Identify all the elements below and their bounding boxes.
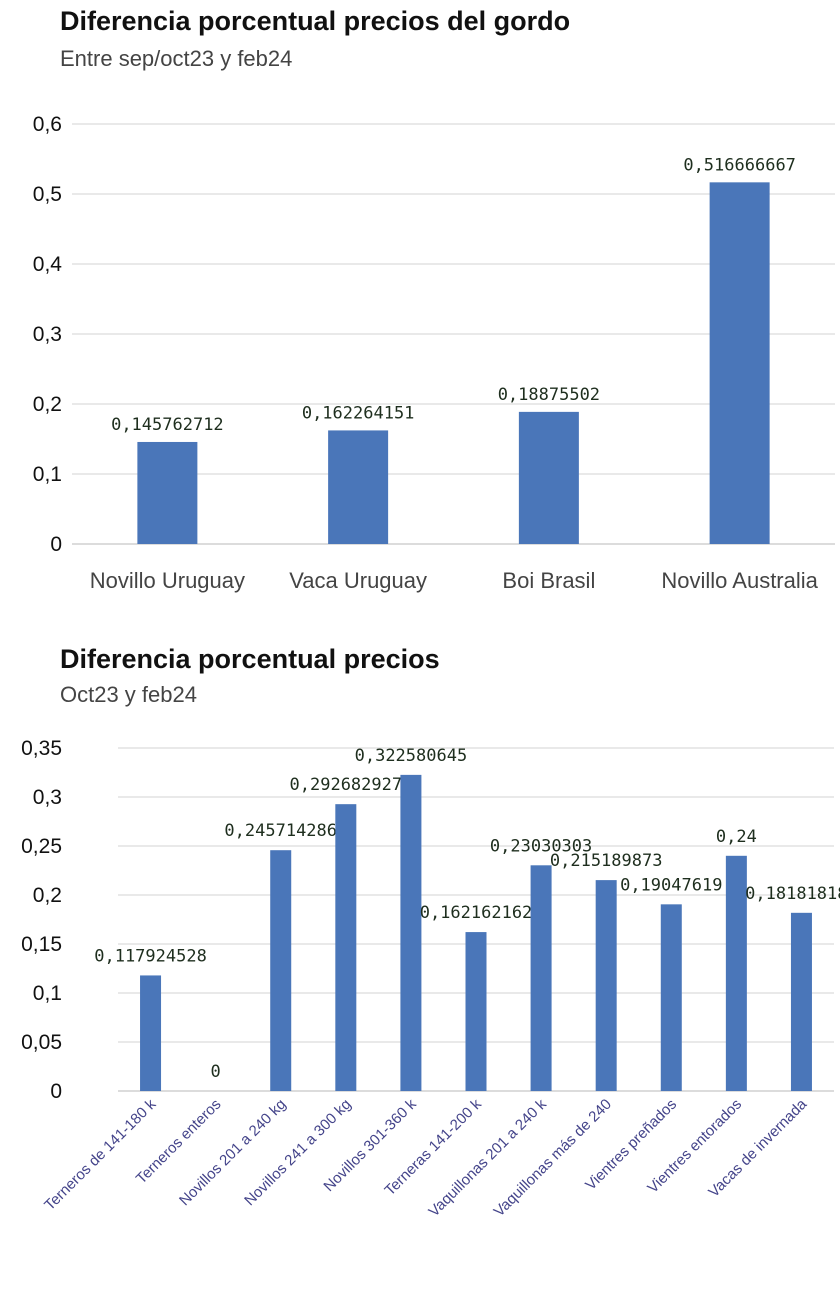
chart2-x-tick: Terneros de 141-180 k	[41, 1095, 160, 1214]
chart2-subtitle: Oct23 y feb24	[60, 682, 197, 707]
chart1-bar	[137, 441, 198, 544]
chart1-data-label: 0,18875502	[498, 385, 600, 405]
chart2-x-tick: Novillos 201 a 240 kg	[176, 1096, 289, 1209]
chart2-bar	[790, 912, 812, 1091]
chart1-x-tick: Novillo Australia	[661, 568, 818, 593]
chart2-y-tick: 0,15	[21, 933, 62, 956]
chart2-data-label: 0,181818182	[745, 884, 840, 904]
chart2-y-tick: 0,25	[21, 835, 62, 858]
chart2-y-tick: 0,1	[33, 982, 62, 1005]
chart2-bar	[140, 975, 162, 1091]
chart2-bar	[595, 880, 617, 1091]
chart2-bar	[465, 932, 487, 1091]
chart2-data-label: 0,292682927	[290, 775, 403, 795]
chart1-subtitle: Entre sep/oct23 y feb24	[60, 46, 293, 71]
chart1-data-label: 0,162264151	[302, 403, 415, 423]
chart1-data-label: 0,145762712	[111, 415, 224, 435]
chart2-y-tick: 0,3	[33, 786, 62, 809]
chart1-x-tick: Novillo Uruguay	[90, 568, 245, 593]
chart1-bar	[328, 430, 389, 544]
chart2-y-tick: 0,35	[21, 737, 62, 760]
chart2-data-label: 0,117924528	[94, 946, 207, 966]
chart1-title: Diferencia porcentual precios del gordo	[60, 6, 571, 36]
chart2-bar	[725, 855, 747, 1091]
chart2-data-label: 0,24	[716, 827, 757, 847]
chart2-x-tick: Vaquillonas 201 a 240 k	[425, 1095, 550, 1220]
chart2-data-label: 0,19047619	[620, 875, 722, 895]
chart1-x-tick: Boi Brasil	[502, 568, 595, 593]
chart2-x-tick: Vaquillonas más de 240	[491, 1096, 615, 1220]
chart2-title: Diferencia porcentual precios	[60, 644, 440, 674]
chart1-plot: 0 0,1 0,2 0,3 0,4 0,5 0,6 0,145762712 Novillo Ur…	[33, 113, 835, 593]
chart2-y-tick: 0	[50, 1080, 62, 1103]
chart1-bar	[518, 411, 579, 544]
chart2-data-label: 0,322580645	[355, 746, 468, 766]
chart1-y-tick: 0,2	[33, 393, 62, 416]
chart2-data-label: 0,162162162	[420, 903, 533, 923]
chart2-bar	[660, 904, 682, 1091]
chart1-data-label: 0,516666667	[683, 155, 796, 175]
chart2-data-label: 0	[211, 1062, 221, 1082]
chart1-y-tick: 0,6	[33, 113, 62, 136]
chart2-bar	[335, 804, 357, 1091]
chart2-data-label: 0,245714286	[224, 821, 337, 841]
chart1-bar	[709, 182, 770, 544]
chart2-bar	[530, 865, 552, 1091]
chart1-x-tick: Vaca Uruguay	[289, 568, 427, 593]
chart2-y-tick: 0,05	[21, 1031, 62, 1054]
chart1-y-tick: 0,4	[33, 253, 63, 276]
chart2-bar	[270, 850, 292, 1091]
chart2-y-tick: 0,2	[33, 884, 62, 907]
chart2-data-label: 0,215189873	[550, 851, 663, 871]
chart1-y-tick: 0,5	[33, 183, 62, 206]
chart2-x-tick: Novillos 241 a 300 kg	[241, 1096, 354, 1209]
chart2-data-label: 0,23030303	[490, 836, 592, 856]
chart1-y-tick: 0,1	[33, 463, 62, 486]
chart2-plot: 0 0,05 0,1 0,15 0,2 0,25 0,3 0,35 0,117924528 Ter…	[21, 737, 840, 1220]
chart1-y-tick: 0,3	[33, 323, 62, 346]
chart2-bar	[400, 774, 422, 1091]
chart1-y-tick: 0	[50, 533, 62, 556]
